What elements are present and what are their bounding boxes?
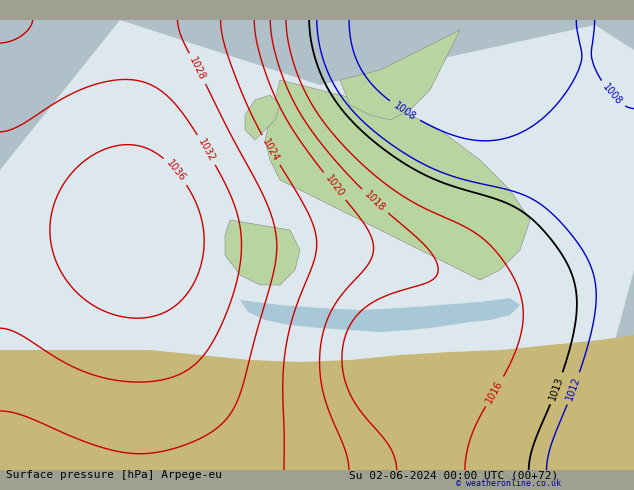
Text: 1028: 1028 bbox=[188, 55, 207, 82]
Text: 1008: 1008 bbox=[600, 82, 623, 107]
Text: 1018: 1018 bbox=[363, 189, 387, 213]
Text: Surface pressure [hPa] Arpege-eu: Surface pressure [hPa] Arpege-eu bbox=[6, 470, 223, 480]
Polygon shape bbox=[245, 95, 280, 140]
Text: 1012: 1012 bbox=[565, 375, 583, 402]
Text: 1032: 1032 bbox=[196, 137, 217, 163]
Text: 1016: 1016 bbox=[484, 378, 505, 405]
Text: 1036: 1036 bbox=[164, 158, 188, 184]
Polygon shape bbox=[265, 80, 530, 280]
Text: Su 02-06-2024 00:00 UTC (00+72): Su 02-06-2024 00:00 UTC (00+72) bbox=[349, 470, 558, 480]
Text: © weatheronline.co.uk: © weatheronline.co.uk bbox=[456, 479, 562, 488]
Polygon shape bbox=[225, 220, 300, 285]
Polygon shape bbox=[0, 20, 634, 470]
Polygon shape bbox=[0, 20, 634, 470]
Polygon shape bbox=[0, 335, 634, 470]
Text: 1008: 1008 bbox=[392, 100, 418, 122]
Text: 1020: 1020 bbox=[323, 173, 346, 199]
Text: 1013: 1013 bbox=[548, 375, 566, 402]
Polygon shape bbox=[340, 30, 460, 120]
Polygon shape bbox=[240, 298, 520, 332]
Text: 1024: 1024 bbox=[261, 137, 281, 163]
